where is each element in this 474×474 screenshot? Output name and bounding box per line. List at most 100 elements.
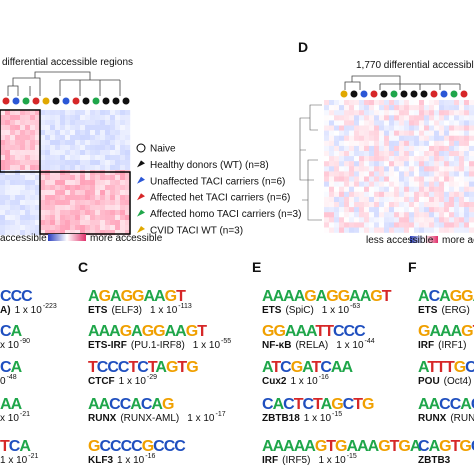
p-exponent: -44	[365, 338, 375, 345]
heatmap-cell	[105, 145, 111, 151]
heatmap-cell	[5, 120, 11, 126]
heatmap-cell	[100, 155, 106, 161]
heatmap-cell	[379, 156, 385, 162]
heatmap-cell	[399, 120, 405, 126]
heatmap-cell	[75, 110, 81, 116]
heatmap-cell	[459, 161, 465, 167]
heatmap-cell	[324, 176, 330, 182]
heatmap-cell	[354, 181, 360, 187]
sample-dot	[340, 90, 348, 98]
heatmap-cell	[444, 151, 450, 157]
heatmap-cell	[50, 120, 56, 126]
heatmap-cell	[30, 150, 36, 156]
heatmap-cell	[15, 190, 21, 196]
heatmap-cell	[15, 215, 21, 221]
heatmap-cell	[459, 217, 465, 223]
heatmap-cell	[334, 171, 340, 177]
heatmap-cell	[394, 161, 400, 167]
heatmap-cell	[40, 155, 46, 161]
heatmap-cell	[459, 181, 465, 187]
heatmap-cell	[100, 210, 106, 216]
heatmap-cell	[60, 195, 66, 201]
heatmap-cell	[324, 181, 330, 187]
heatmap-cell	[369, 227, 375, 233]
heatmap-cell	[339, 151, 345, 157]
heatmap-cell	[384, 125, 390, 131]
p-value: 1 x 10	[117, 455, 145, 466]
heatmap-cell	[120, 215, 126, 221]
heatmap-cell	[354, 156, 360, 162]
heatmap-cell	[364, 202, 370, 208]
heatmap-cell	[444, 156, 450, 162]
heatmap-cell	[105, 150, 111, 156]
heatmap-cell	[65, 205, 71, 211]
heatmap-cell	[424, 181, 430, 187]
heatmap-cell	[75, 190, 81, 196]
heatmap-cell	[389, 222, 395, 228]
heatmap-cell	[65, 165, 71, 171]
heatmap-cell	[469, 135, 474, 141]
heatmap-cell	[389, 191, 395, 198]
sample-dot	[380, 90, 388, 98]
panel-letter: C	[78, 259, 88, 275]
heatmap-cell	[120, 110, 126, 116]
heatmap-cell	[404, 135, 410, 141]
heatmap-cell	[394, 212, 400, 218]
heatmap-cell	[65, 110, 71, 116]
heatmap-cell	[45, 190, 51, 196]
heatmap-cell	[45, 140, 51, 146]
heatmap-cell	[70, 110, 76, 116]
heatmap-cell	[0, 135, 6, 141]
heatmap-cell	[389, 217, 395, 223]
heatmap-cell	[324, 130, 330, 136]
heatmap-cell	[359, 151, 365, 157]
motif-logo: TCCCTCTAGTG	[88, 359, 198, 376]
heatmap-cell	[394, 222, 400, 228]
heatmap-cell	[15, 225, 21, 231]
heatmap-cell	[354, 202, 360, 208]
heatmap-cell	[444, 110, 450, 116]
heatmap-cell	[0, 155, 6, 161]
heatmap-cell	[349, 161, 355, 167]
heatmap-cell	[344, 227, 350, 233]
heatmap-cell	[404, 120, 410, 126]
heatmap-cell	[364, 105, 370, 111]
heatmap-cell	[65, 130, 71, 136]
heatmap-cell	[85, 125, 91, 131]
heatmap-cell	[50, 220, 56, 226]
heatmap-cell	[65, 135, 71, 141]
heatmap-cell	[394, 135, 400, 141]
heatmap-cell	[389, 171, 395, 177]
heatmap-cell	[40, 140, 46, 146]
heatmap-cell	[349, 145, 355, 152]
heatmap-cell	[30, 110, 36, 116]
heatmap-cell	[334, 212, 340, 218]
heatmap-cell	[80, 120, 86, 126]
heatmap-cell	[419, 156, 425, 162]
heatmap-cell	[409, 151, 415, 157]
heatmap-cell	[329, 212, 335, 218]
heatmap-cell	[324, 207, 330, 213]
legend-label: Unaffected TACI carriers (n=6)	[150, 176, 285, 187]
heatmap-cell	[35, 120, 41, 126]
heatmap-cell	[40, 215, 46, 221]
heatmap-cell	[404, 227, 410, 233]
heatmap-cell	[115, 150, 121, 156]
heatmap-cell	[75, 165, 81, 171]
heatmap-cell	[369, 161, 375, 167]
heatmap-cell	[60, 215, 66, 221]
heatmap-cell	[55, 115, 61, 121]
heatmap-cell	[25, 155, 31, 161]
heatmap-cell	[454, 196, 460, 203]
sample-dot	[42, 97, 50, 105]
heatmap-cell	[414, 125, 420, 131]
heatmap-cell	[469, 181, 474, 187]
heatmap-cell	[379, 217, 385, 223]
heatmap-cell	[389, 161, 395, 167]
heatmap-cell	[389, 151, 395, 157]
colorbar	[410, 236, 438, 243]
heatmap-cell	[469, 202, 474, 208]
heatmap-cell	[5, 180, 11, 186]
heatmap-cell	[449, 217, 455, 223]
heatmap-cell	[429, 135, 435, 141]
